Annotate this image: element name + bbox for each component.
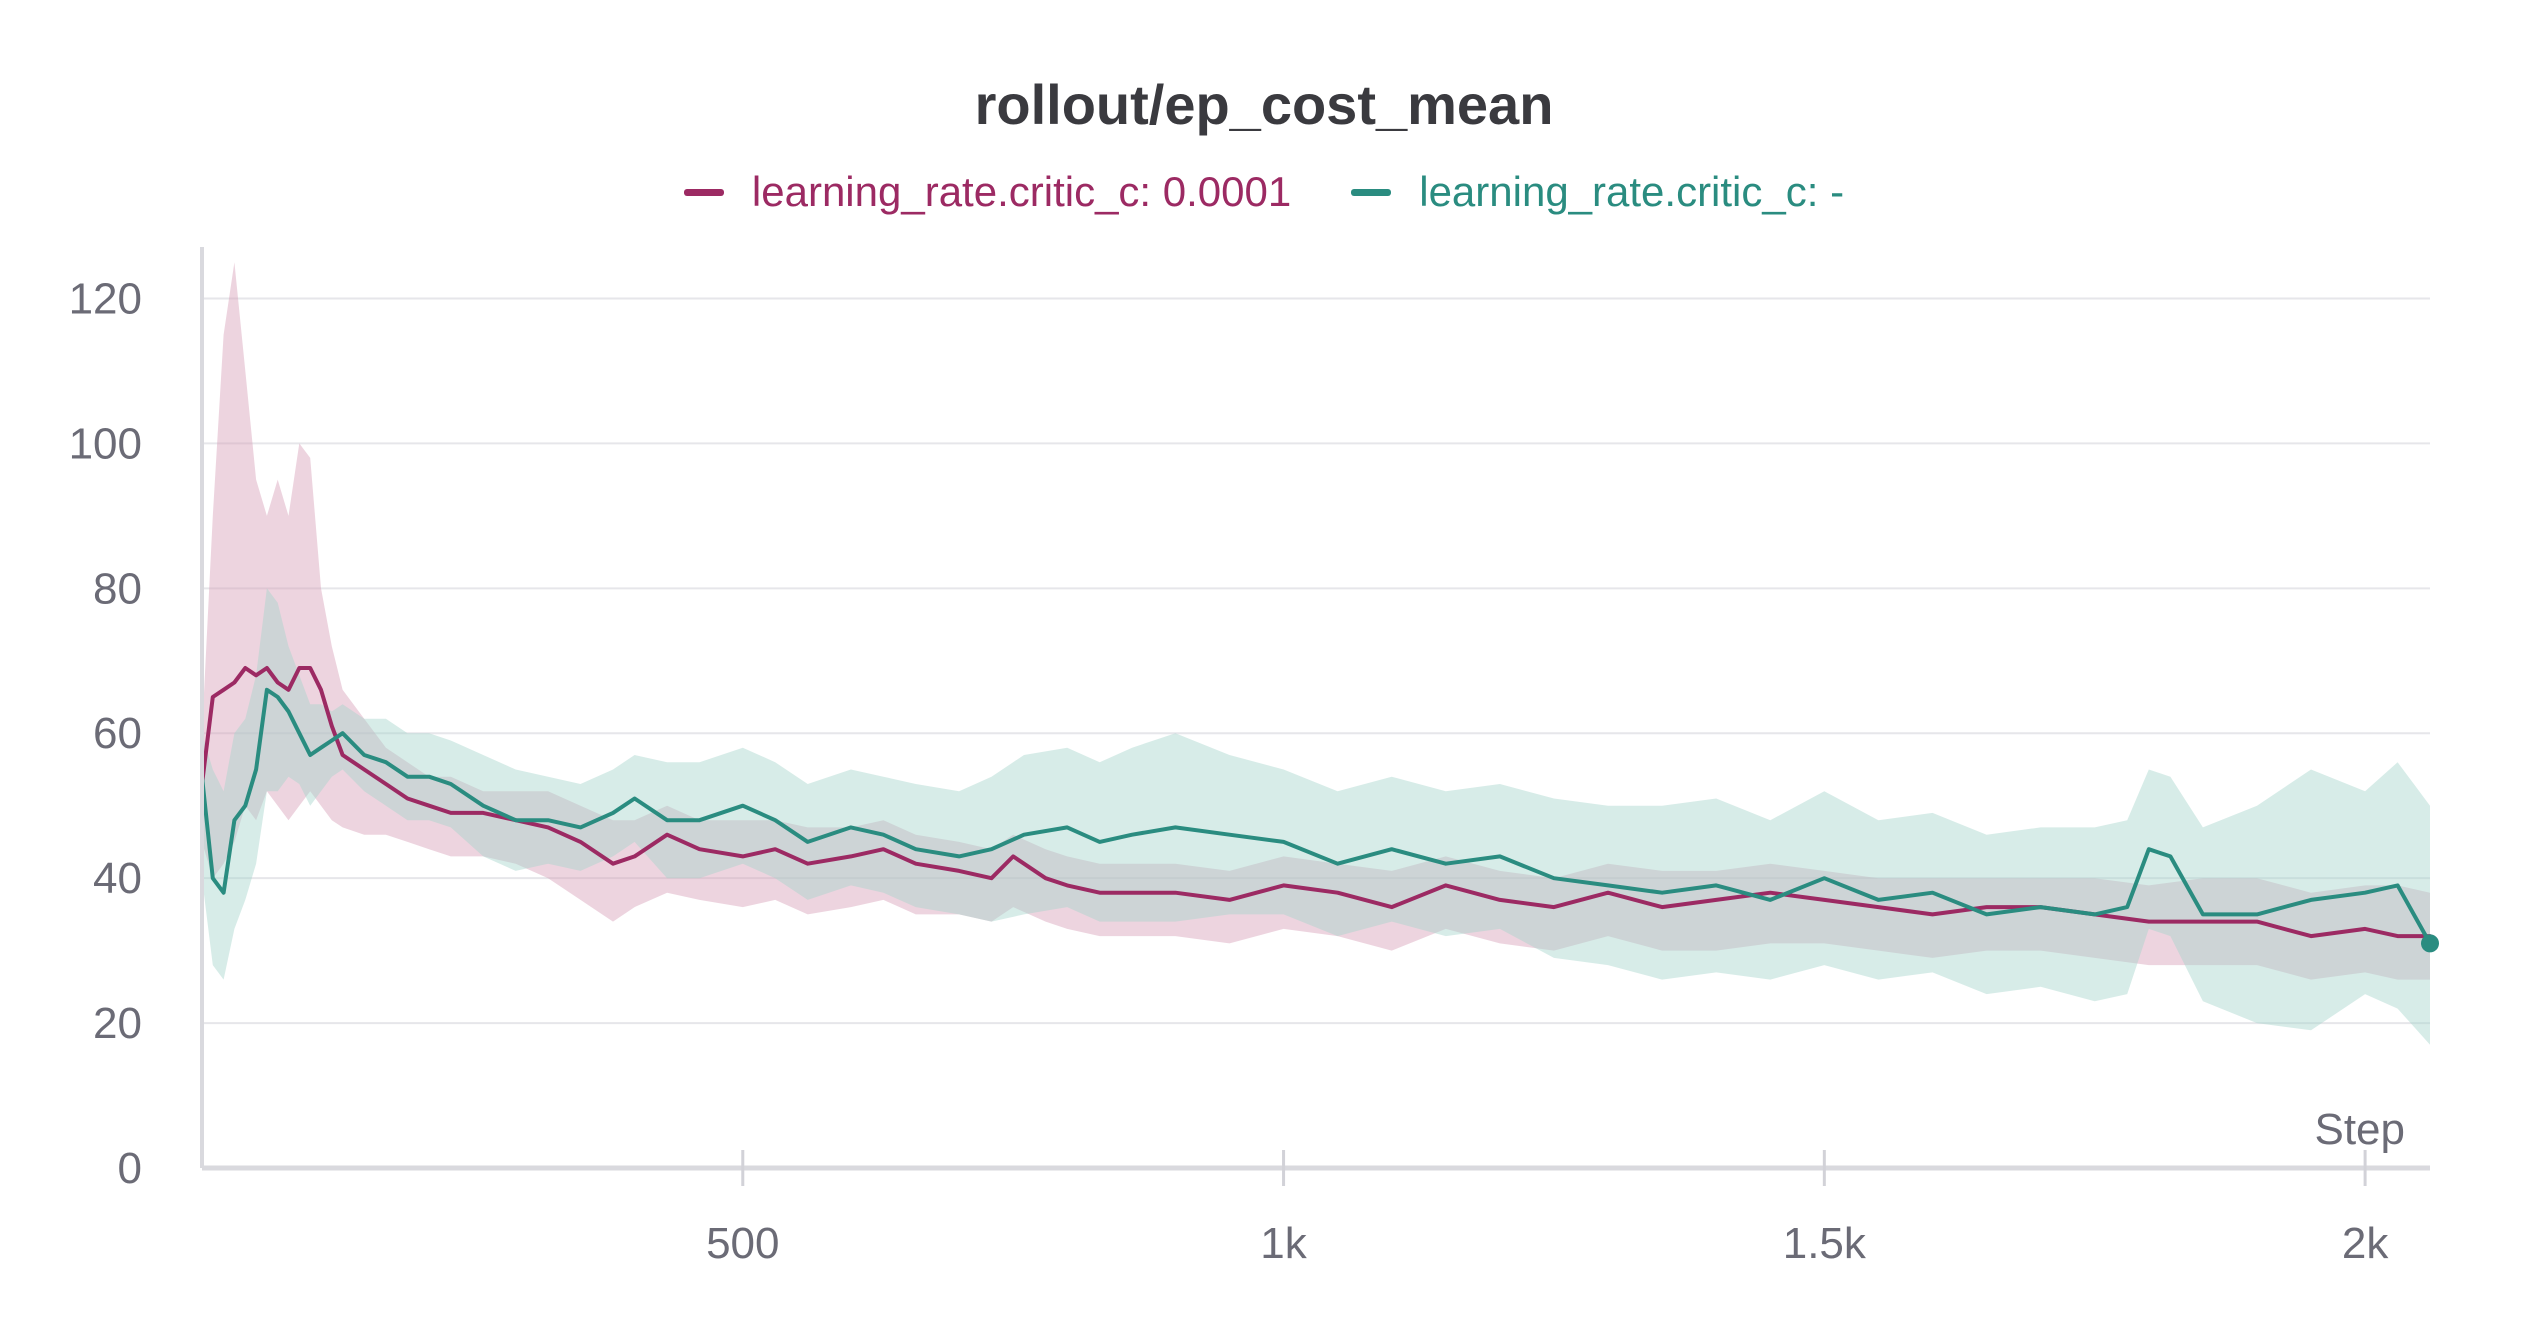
legend-item-lr-0001[interactable]: learning_rate.critic_c: 0.0001 — [683, 168, 1292, 216]
x-tick-label: 500 — [706, 1219, 779, 1268]
series-lines — [200, 666, 2439, 953]
band-series-1 — [202, 588, 2430, 1045]
x-axis-label: Step — [2314, 1105, 2405, 1154]
line-series-0 — [200, 666, 2432, 939]
line-series-1 — [200, 687, 2432, 946]
chart-title: rollout/ep_cost_mean — [974, 73, 1554, 136]
y-tick-label: 120 — [69, 274, 142, 323]
confidence-bands — [202, 262, 2430, 1045]
axes — [200, 247, 2430, 1186]
legend-swatch-lr-default — [1351, 188, 1392, 196]
legend: learning_rate.critic_c: 0.0001 learning_… — [0, 168, 2528, 216]
y-tick-label: 60 — [93, 709, 142, 758]
y-tick-label: 0 — [118, 1144, 142, 1193]
x-tick-label: 1.5k — [1783, 1219, 1867, 1268]
legend-label-lr-0001: learning_rate.critic_c: 0.0001 — [751, 168, 1292, 215]
legend-item-lr-default[interactable]: learning_rate.critic_c: - — [1351, 168, 1844, 216]
legend-label-lr-default: learning_rate.critic_c: - — [1419, 168, 1845, 215]
band-series-0 — [202, 262, 2430, 980]
gridlines — [202, 297, 2430, 1025]
y-tick-label: 20 — [93, 999, 142, 1048]
x-tick-label: 2k — [2342, 1219, 2389, 1268]
y-tick-label: 80 — [93, 564, 142, 613]
series-end-marker — [2421, 934, 2439, 953]
legend-swatch-lr-0001 — [683, 188, 724, 196]
y-tick-label: 100 — [69, 419, 142, 468]
tick-labels: 0 20 40 60 80 100 120 500 1k 1.5k 2k Step — [69, 274, 2405, 1268]
x-tick-label: 1k — [1260, 1219, 1307, 1268]
y-tick-label: 40 — [93, 854, 142, 903]
